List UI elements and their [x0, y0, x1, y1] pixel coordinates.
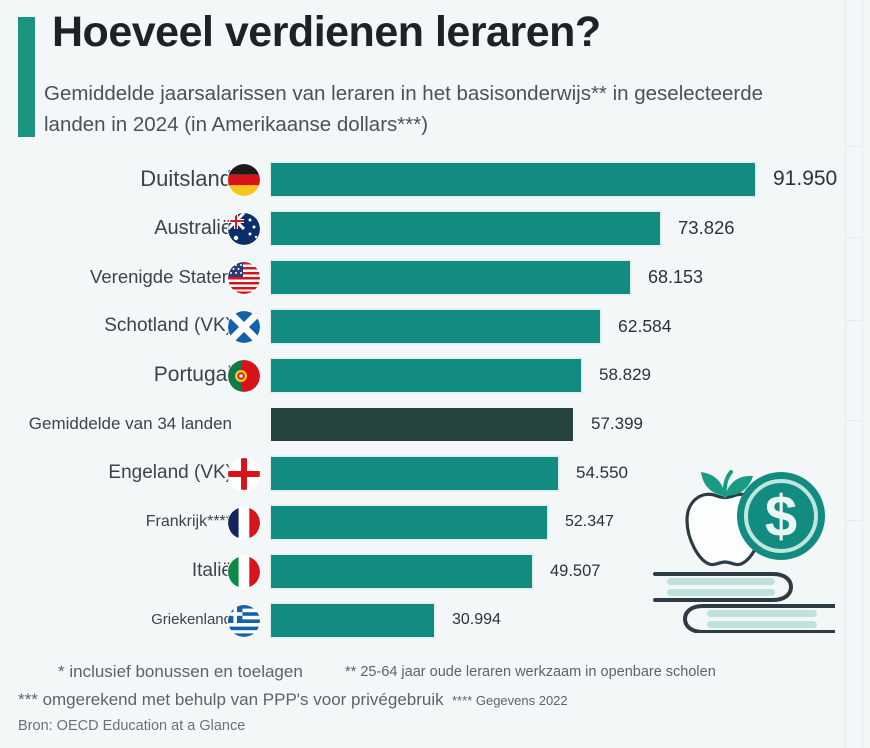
chart-row: Portugal 58.829 — [0, 356, 870, 405]
row-label: Griekenland — [151, 611, 232, 628]
bar — [271, 261, 630, 294]
bar-value-label: 54.550 — [576, 463, 628, 482]
apple-coin-books-illustration: $ — [645, 448, 835, 633]
panel-tick — [845, 520, 862, 521]
row-label: Portugal — [153, 363, 232, 386]
footnote-4: **** Gegevens 2022 — [452, 693, 568, 708]
flag-france-icon — [228, 507, 260, 539]
row-label: Frankrijk**** — [145, 513, 232, 530]
flag-greece-icon — [228, 605, 260, 637]
bar-value-label: 30.994 — [452, 611, 501, 628]
bar — [271, 359, 581, 392]
bar — [271, 604, 434, 637]
bar — [271, 506, 547, 539]
chart-row: Duitsland 91.950 — [0, 160, 870, 209]
row-label: Gemiddelde van 34 landen — [28, 414, 232, 433]
panel-tick — [845, 237, 862, 238]
chart-row: Schotland (VK) 62.584 — [0, 307, 870, 356]
bar-value-label: 58.829 — [599, 365, 651, 384]
panel-tick — [845, 146, 862, 147]
flag-england-icon — [228, 458, 260, 490]
footnote-3: *** omgerekend met behulp van PPP's voor… — [18, 690, 444, 709]
bar-value-label: 73.826 — [678, 217, 735, 238]
chart-row: Australië 73.826 — [0, 209, 870, 258]
bar-value-label: 57.399 — [591, 414, 643, 433]
panel-edge-line — [845, 0, 846, 748]
bar-chart: Duitsland 91.950 Australië 73.826 Verenigde … — [0, 160, 870, 650]
bar-value-label: 52.347 — [565, 513, 614, 530]
panel-tick — [845, 320, 862, 321]
bar — [271, 555, 532, 588]
source-credit: Bron: OECD Education at a Glance — [18, 718, 246, 734]
bar — [271, 212, 660, 245]
chart-row: Griekenland 30.994 — [0, 601, 870, 650]
flag-scotland-icon — [228, 311, 260, 343]
accent-bar — [18, 17, 35, 137]
bar-value-label: 49.507 — [550, 562, 601, 580]
chart-row: Frankrijk**** 52.347 — [0, 503, 870, 552]
page-title: Hoeveel verdienen leraren? — [52, 8, 601, 56]
bar-value-label: 91.950 — [773, 167, 838, 190]
footnote-1: * inclusief bonussen en toelagen — [58, 662, 303, 681]
bar — [271, 457, 558, 490]
flag-united-states-icon — [228, 262, 260, 294]
row-label: Engeland (VK) — [108, 462, 232, 483]
chart-row: Verenigde Staten 68.153 — [0, 258, 870, 307]
chart-row: Italië 49.507 — [0, 552, 870, 601]
row-label: Australië — [154, 217, 232, 239]
bar-average — [271, 408, 573, 441]
row-label: Duitsland — [140, 166, 232, 191]
bar — [271, 163, 755, 196]
row-label: Italië — [191, 560, 232, 581]
page-subtitle: Gemiddelde jaarsalarissen van leraren in… — [44, 82, 764, 136]
svg-text:$: $ — [765, 484, 797, 549]
row-label: Verenigde Staten — [90, 266, 232, 287]
panel-edge-line — [862, 0, 863, 748]
chart-row: Gemiddelde van 34 landen 57.399 — [0, 405, 870, 454]
flag-italy-icon — [228, 556, 260, 588]
bar — [271, 310, 600, 343]
flag-australia-icon — [228, 213, 260, 245]
footnote-2: ** 25-64 jaar oude leraren werkzaam in o… — [345, 664, 716, 680]
row-label: Schotland (VK) — [104, 315, 232, 336]
panel-tick — [845, 420, 862, 421]
chart-row: Engeland (VK) 54.550 — [0, 454, 870, 503]
flag-germany-icon — [228, 164, 260, 196]
bar-value-label: 68.153 — [648, 267, 704, 287]
bar-value-label: 62.584 — [618, 316, 672, 336]
flag-portugal-icon — [228, 360, 260, 392]
